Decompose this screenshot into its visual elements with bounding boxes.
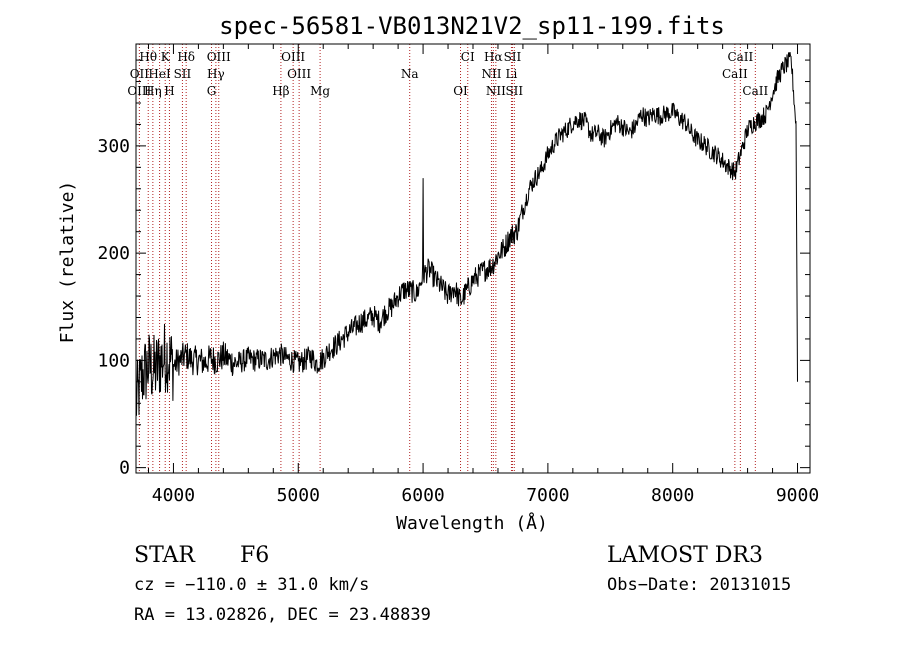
y-tick-label: 100 bbox=[97, 350, 130, 371]
x-tick-label: 5000 bbox=[277, 485, 320, 506]
line-annotation-label: K bbox=[161, 50, 171, 64]
plot-frame bbox=[135, 43, 811, 474]
line-annotation-label: Hθ bbox=[139, 50, 157, 64]
line-annotation-label: Hγ bbox=[207, 67, 225, 81]
survey-name: LAMOST DR3 bbox=[607, 543, 763, 568]
line-annotation-label: Na bbox=[401, 67, 419, 81]
redshift-value: cz = −110.0 ± 31.0 km/s bbox=[134, 575, 369, 595]
line-annotation-label: OIII bbox=[207, 50, 231, 64]
y-axis-label: Flux (relative) bbox=[57, 181, 78, 344]
observation-date: Obs−Date: 20131015 bbox=[607, 575, 791, 595]
line-annotation-label: CI bbox=[461, 50, 475, 64]
line-annotation-label: Hα bbox=[484, 50, 503, 64]
line-annotation-label: OII bbox=[130, 67, 150, 81]
x-tick-label: 8000 bbox=[651, 485, 694, 506]
line-annotation-label: G bbox=[207, 84, 217, 98]
line-annotation-label: CaII bbox=[727, 50, 753, 64]
y-axis: 0 100 200 300 bbox=[97, 59, 810, 479]
y-tick-label: 0 bbox=[119, 458, 130, 479]
line-annotation-label: SII bbox=[504, 50, 522, 64]
line-annotation-label: Hδ bbox=[177, 50, 195, 64]
object-subclass: F6 bbox=[240, 543, 269, 568]
line-annotation-label: H bbox=[164, 84, 174, 98]
line-annotation-label: SII bbox=[505, 84, 523, 98]
y-tick-label: 300 bbox=[97, 136, 130, 157]
flux-series-line bbox=[135, 51, 798, 416]
line-annotation-label: OIII bbox=[127, 84, 151, 98]
object-class: STAR bbox=[134, 543, 196, 568]
x-tick-label: 4000 bbox=[152, 485, 195, 506]
line-annotation-label: OI bbox=[453, 84, 468, 98]
x-axis-label: Wavelength (Å) bbox=[396, 512, 548, 534]
line-annotation-label: Mg bbox=[310, 84, 330, 98]
line-annotation-label: OIII bbox=[281, 50, 305, 64]
line-annotation-label: CaII bbox=[722, 67, 748, 81]
line-annotation-label: NII bbox=[486, 84, 506, 98]
line-annotation-label: Li bbox=[506, 67, 518, 81]
line-annotation-label: NII bbox=[481, 67, 501, 81]
x-tick-label: 9000 bbox=[776, 485, 819, 506]
line-annotation-label: Hη bbox=[144, 84, 162, 98]
chart-title: spec-56581-VB013N21V2_sp11-199.fits bbox=[219, 12, 725, 40]
x-axis: 4000 5000 6000 7000 8000 9000 bbox=[147, 44, 819, 506]
y-tick-label: 200 bbox=[97, 243, 130, 264]
line-markers bbox=[138, 44, 756, 473]
x-tick-label: 6000 bbox=[401, 485, 444, 506]
line-annotation-label: OIII bbox=[287, 67, 311, 81]
line-annotation-label: CaII bbox=[742, 84, 768, 98]
line-annotation-label: Hβ bbox=[272, 84, 289, 98]
coordinates: RA = 13.02826, DEC = 23.48839 bbox=[134, 605, 431, 625]
line-annotation-label: SII bbox=[174, 67, 192, 81]
x-tick-label: 7000 bbox=[526, 485, 569, 506]
line-annotation-label: HeI bbox=[148, 67, 171, 81]
